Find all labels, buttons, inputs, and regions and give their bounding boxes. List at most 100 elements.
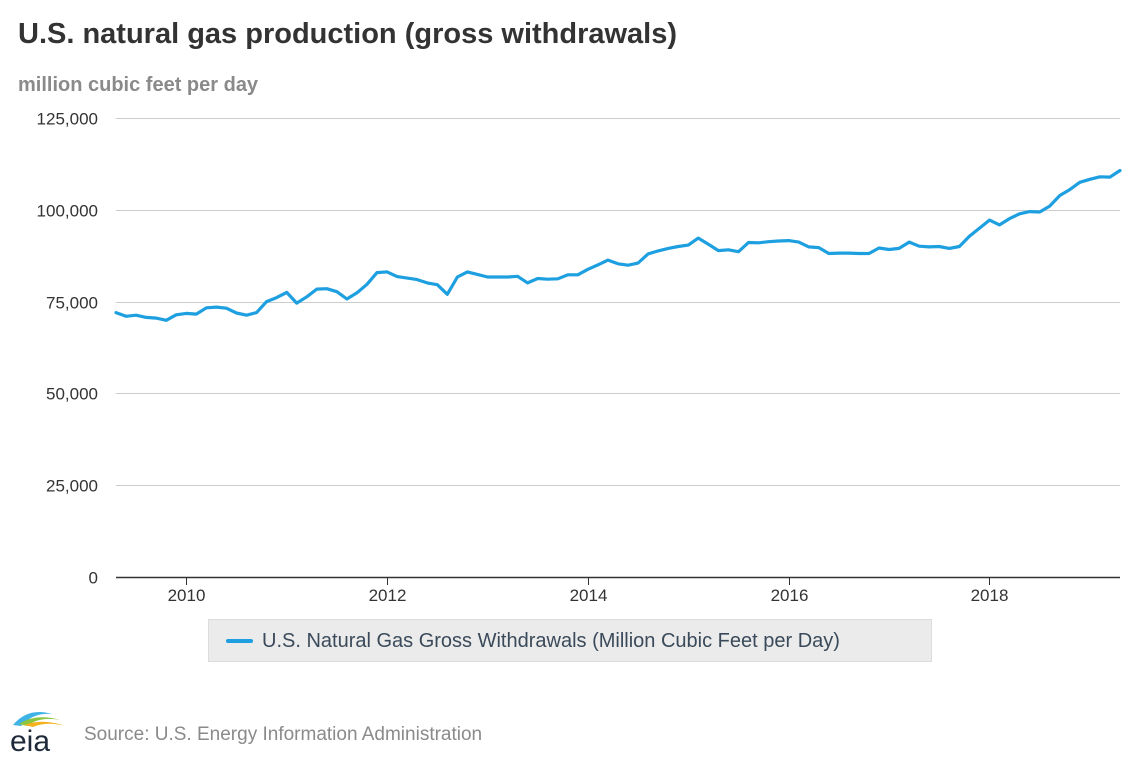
data-point [888,248,890,251]
y-tick-label: 50,000 [46,385,98,404]
data-point [717,249,720,252]
data-point [1099,176,1101,178]
data-point [115,311,117,314]
data-point [757,242,760,244]
data-point [316,288,318,290]
data-point [546,278,549,281]
chart-title: U.S. natural gas production (gross withd… [18,18,678,50]
eia-logo-text: eia [10,725,50,754]
data-point [818,246,820,249]
data-point [135,314,137,317]
data-point [1109,176,1111,178]
data-point [476,273,479,276]
data-point [396,275,398,278]
data-point [597,264,599,266]
data-point [1038,211,1041,213]
data-point [215,306,218,308]
data-point [155,317,157,319]
data-point [878,247,880,249]
data-point [948,247,951,250]
legend-label: U.S. Natural Gas Gross Withdrawals (Mill… [262,630,840,652]
data-point [697,237,700,239]
data-point [326,287,328,290]
legend-swatch [226,639,253,643]
data-point [185,312,188,315]
chart-subtitle: million cubic feet per day [18,74,259,96]
data-point [1069,188,1071,191]
data-point [1008,217,1011,220]
data-point [376,271,378,274]
data-point [607,259,609,261]
gridlines [116,118,1120,486]
data-point [1018,213,1021,215]
data-point [627,264,629,267]
x-axis: 2010 2012 2014 2016 2018 [116,576,1120,605]
data-point [557,278,559,280]
data-point [767,240,770,243]
x-tick-label: 2010 [168,586,206,605]
data-point [737,250,740,253]
data-point [366,283,368,286]
data-point [1119,169,1121,172]
data-point [978,227,981,229]
data-point [958,245,961,248]
data-point [285,291,288,294]
data-point [406,277,409,279]
data-point [687,244,690,246]
data-point [838,252,840,254]
data-point [808,246,810,248]
x-tick-label: 2016 [771,586,809,605]
data-point [667,247,669,250]
data-point [466,271,469,273]
data-point [577,274,579,276]
data-point [998,224,1001,226]
data-point [787,239,790,242]
data-point [908,241,910,243]
data-point [175,314,177,316]
data-point [225,307,228,310]
data-point [295,302,298,304]
data-point [868,252,870,255]
data-point [777,240,780,242]
eia-logo: eia [10,712,66,754]
data-point [255,311,258,314]
data-point [988,219,991,221]
data-point [898,247,900,250]
y-axis-tick-labels: 0 25,000 50,000 75,000 100,000 125,000 [37,110,98,588]
source-note: Source: U.S. Energy Information Administ… [84,724,483,745]
data-point [1048,205,1051,207]
data-point [265,300,268,303]
y-tick-label: 0 [89,569,98,588]
x-tick-label: 2018 [971,586,1009,605]
data-point [657,250,659,252]
legend[interactable]: U.S. Natural Gas Gross Withdrawals (Mill… [208,619,932,662]
y-tick-label: 125,000 [37,110,98,129]
data-point [928,246,930,248]
data-point [828,252,830,255]
data-point [647,253,649,255]
y-tick-label: 25,000 [46,477,98,496]
data-point [446,293,449,296]
data-point [1089,178,1091,181]
data-point [567,274,569,276]
data-point [677,245,679,248]
data-point [486,276,489,278]
data-point [848,252,850,254]
series-line[interactable] [114,168,1122,322]
data-point [526,282,529,284]
x-tick-label: 2014 [570,586,608,605]
data-point [918,245,920,247]
data-point [245,314,248,317]
data-point [416,278,419,281]
data-point [536,277,539,280]
data-point [496,276,499,278]
data-point [275,296,278,299]
data-point [436,283,439,286]
data-point [195,313,198,315]
data-point [1059,194,1061,197]
data-point [637,262,639,264]
data-point [456,276,459,278]
data-point [747,241,750,244]
data-point [386,271,388,273]
